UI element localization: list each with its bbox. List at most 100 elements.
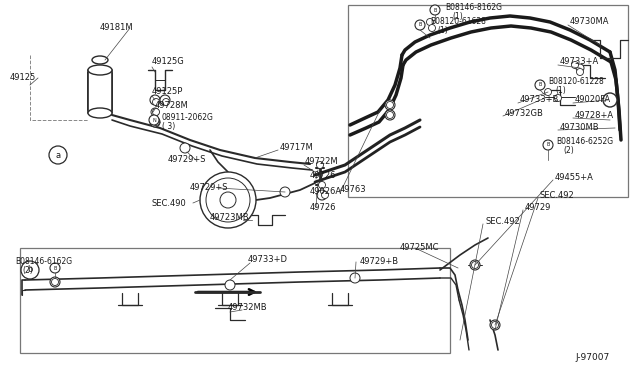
Text: B08120-61228: B08120-61228 [548,77,604,87]
Circle shape [180,143,190,153]
Circle shape [317,190,327,200]
Text: b: b [28,266,33,275]
Text: B: B [419,22,422,28]
Text: 49125: 49125 [10,74,36,83]
Circle shape [545,89,552,96]
Circle shape [150,117,160,127]
Circle shape [576,64,584,72]
Text: 49125G: 49125G [152,58,185,67]
Text: SEC.490: SEC.490 [152,199,187,208]
Text: B08146-6252G: B08146-6252G [556,138,613,147]
Circle shape [152,119,159,125]
Text: B08146-6162G: B08146-6162G [15,257,72,266]
Text: B: B [53,266,57,270]
Text: (2): (2) [563,145,573,154]
Text: 49729+S: 49729+S [190,183,228,192]
Text: 49728+A: 49728+A [575,110,614,119]
Text: ( 3): ( 3) [162,122,175,131]
Circle shape [385,110,395,120]
Circle shape [554,94,561,102]
Circle shape [543,140,553,150]
Circle shape [21,261,39,279]
Text: 49726: 49726 [310,202,337,212]
Circle shape [415,20,425,30]
Circle shape [49,146,67,164]
Circle shape [387,112,394,119]
Circle shape [321,192,328,199]
Circle shape [385,100,395,110]
Text: SEC.492: SEC.492 [485,218,520,227]
Text: 49729+S: 49729+S [168,155,207,164]
Circle shape [206,178,250,222]
Text: 49733+A: 49733+A [560,58,599,67]
Bar [348,5,628,197]
Circle shape [472,262,479,269]
Circle shape [152,109,159,115]
Circle shape [350,273,360,283]
Circle shape [150,95,160,105]
Circle shape [225,280,235,290]
Circle shape [220,192,236,208]
Text: (1): (1) [437,26,448,35]
Circle shape [577,68,584,76]
Text: 49722M: 49722M [305,157,339,167]
Text: 08911-2062G: 08911-2062G [162,113,214,122]
Circle shape [535,80,545,90]
Circle shape [426,19,433,26]
Ellipse shape [88,108,112,118]
Text: 49729: 49729 [525,203,552,212]
Ellipse shape [88,65,112,75]
Text: 49181M: 49181M [100,23,134,32]
Circle shape [50,277,60,287]
Circle shape [603,93,617,107]
Text: B: B [538,83,541,87]
Text: 49763: 49763 [340,186,367,195]
Circle shape [163,99,170,106]
Circle shape [492,321,499,328]
Circle shape [572,61,579,68]
Text: B: B [433,7,436,13]
Circle shape [387,102,394,109]
Circle shape [160,95,170,105]
Text: N: N [152,118,156,122]
Text: 49730MB: 49730MB [560,124,600,132]
Text: 49455+A: 49455+A [555,173,594,183]
Circle shape [317,161,323,169]
Text: 49732MB: 49732MB [228,304,268,312]
Circle shape [151,108,159,116]
Bar [88,70,112,113]
Text: 49729+B: 49729+B [360,257,399,266]
Text: SEC.492: SEC.492 [540,190,575,199]
Text: (1): (1) [555,86,566,94]
Text: B: B [547,142,550,148]
Bar [20,248,450,353]
Circle shape [280,187,290,197]
Text: 49732GB: 49732GB [505,109,544,118]
Circle shape [152,99,159,106]
Circle shape [149,115,159,125]
Text: 49733+D: 49733+D [248,256,288,264]
Circle shape [429,25,435,32]
Circle shape [200,172,256,228]
Text: (2): (2) [22,266,33,275]
Text: J-97007: J-97007 [576,353,610,362]
Circle shape [470,260,480,270]
Ellipse shape [92,56,108,64]
Text: (1): (1) [452,12,463,20]
Circle shape [51,279,58,285]
Text: 49733+B: 49733+B [520,96,559,105]
Text: 49020FA: 49020FA [575,96,611,105]
Text: 49723MB: 49723MB [210,214,250,222]
Text: 49725MC: 49725MC [400,244,440,253]
Circle shape [319,182,326,189]
Circle shape [50,263,60,273]
Circle shape [490,320,500,330]
Text: 49730MA: 49730MA [570,17,609,26]
Text: 49026A: 49026A [310,187,342,196]
Text: 49125P: 49125P [152,87,184,96]
Circle shape [430,5,440,15]
Text: 49728M: 49728M [155,102,189,110]
Text: B08146-8162G: B08146-8162G [445,3,502,13]
Text: a: a [56,151,61,160]
Text: 49717M: 49717M [280,144,314,153]
